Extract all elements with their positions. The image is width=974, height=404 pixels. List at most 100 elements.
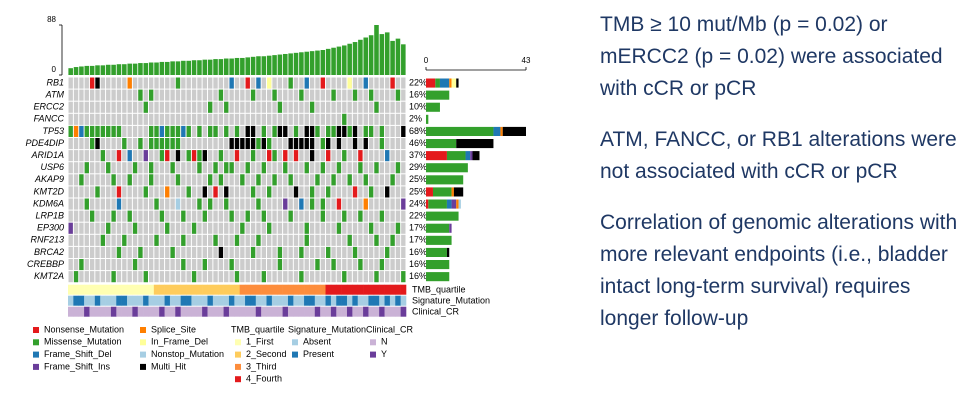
cell-bg — [234, 198, 240, 210]
tmb-bar — [374, 25, 379, 75]
x-tick-label: 0 — [424, 56, 429, 65]
cell-bg — [73, 234, 79, 246]
cell-bg — [207, 138, 213, 150]
tmb-bar — [384, 32, 390, 75]
cell-bg — [401, 77, 406, 89]
cell-bg — [116, 138, 122, 150]
annotation-cell — [94, 295, 101, 306]
gene-label: BRCA2 — [34, 247, 64, 257]
cell-bg — [256, 246, 261, 258]
cell-bg — [197, 89, 202, 101]
alteration — [347, 77, 352, 89]
cell-bg — [368, 271, 374, 283]
annotation-cell — [127, 306, 133, 317]
alteration — [320, 77, 326, 89]
cell-bg — [256, 222, 261, 234]
alteration — [267, 186, 272, 198]
cell-bg — [240, 89, 245, 101]
frequency-label: 46% — [409, 138, 427, 148]
cell-bg — [84, 113, 89, 125]
cell-bg — [213, 259, 218, 271]
cell-bg — [240, 77, 245, 89]
cell-bg — [272, 198, 277, 210]
cell-bg — [352, 198, 358, 210]
frequency-label: 22% — [409, 211, 427, 221]
alteration — [170, 125, 175, 137]
cell-bg — [250, 77, 256, 89]
cell-bg — [385, 101, 390, 113]
cell-bg — [395, 246, 401, 258]
cell-bg — [229, 186, 234, 198]
cell-bg — [336, 234, 342, 246]
cell-bg — [283, 271, 288, 283]
cell-bg — [148, 246, 154, 258]
gene-label: KMT2A — [34, 271, 64, 281]
cell-bg — [401, 174, 406, 186]
tmb-bar — [347, 43, 352, 75]
cell-bg — [245, 271, 250, 283]
cell-bg — [401, 162, 406, 174]
legend-swatch — [235, 339, 241, 346]
cell-bg — [352, 174, 358, 186]
legend-swatch — [292, 339, 298, 346]
cell-bg — [207, 162, 213, 174]
annotation-cell — [207, 306, 214, 317]
cell-bg — [89, 271, 95, 283]
annotation-cell — [68, 295, 74, 306]
annotation-cell — [153, 306, 160, 317]
alteration — [283, 198, 288, 210]
legend-swatch — [140, 363, 146, 370]
cell-bg — [401, 186, 406, 198]
cell-bg — [379, 198, 385, 210]
annotation-cell — [255, 284, 262, 295]
alteration — [111, 271, 116, 283]
cell-bg — [207, 77, 213, 89]
alteration — [326, 125, 331, 137]
cell-bg — [385, 222, 390, 234]
cell-bg — [250, 210, 256, 222]
cell-bg — [170, 222, 175, 234]
cell-bg — [342, 222, 347, 234]
cell-bg — [165, 246, 170, 258]
cell-bg — [186, 89, 191, 101]
cell-bg — [202, 113, 207, 125]
cell-bg — [320, 113, 326, 125]
cell-bg — [358, 77, 363, 89]
cell-bg — [170, 259, 175, 271]
alteration — [127, 77, 132, 89]
annotation-cell — [234, 284, 240, 295]
cell-bg — [401, 101, 406, 113]
tmb-bar — [207, 59, 213, 75]
annotation-label: TMB_quartile — [412, 285, 466, 295]
alteration — [261, 210, 267, 222]
cell-bg — [186, 162, 191, 174]
annotation-cell — [78, 306, 85, 317]
cell-bg — [197, 222, 202, 234]
cell-bg — [79, 271, 84, 283]
cell-bg — [159, 222, 165, 234]
cell-bg — [186, 174, 191, 186]
cell-bg — [138, 259, 143, 271]
annotation-cell — [363, 295, 369, 306]
cell-bg — [100, 210, 106, 222]
cell-bg — [181, 101, 186, 113]
alteration — [213, 125, 218, 137]
annotation-cell — [191, 284, 198, 295]
cell-bg — [202, 246, 207, 258]
cell-bg — [186, 234, 191, 246]
legend-swatch — [33, 363, 39, 370]
cell-bg — [272, 271, 277, 283]
cell-bg — [304, 174, 309, 186]
cell-bg — [277, 150, 283, 162]
cell-bg — [267, 162, 272, 174]
cell-bg — [213, 222, 218, 234]
alteration — [181, 125, 186, 137]
cell-bg — [283, 113, 288, 125]
cell-bg — [261, 150, 267, 162]
cell-bg — [363, 234, 368, 246]
cell-bg — [175, 222, 181, 234]
cell-bg — [79, 101, 84, 113]
cell-bg — [379, 77, 385, 89]
cell-bg — [326, 210, 331, 222]
tmb-bar — [299, 52, 304, 75]
